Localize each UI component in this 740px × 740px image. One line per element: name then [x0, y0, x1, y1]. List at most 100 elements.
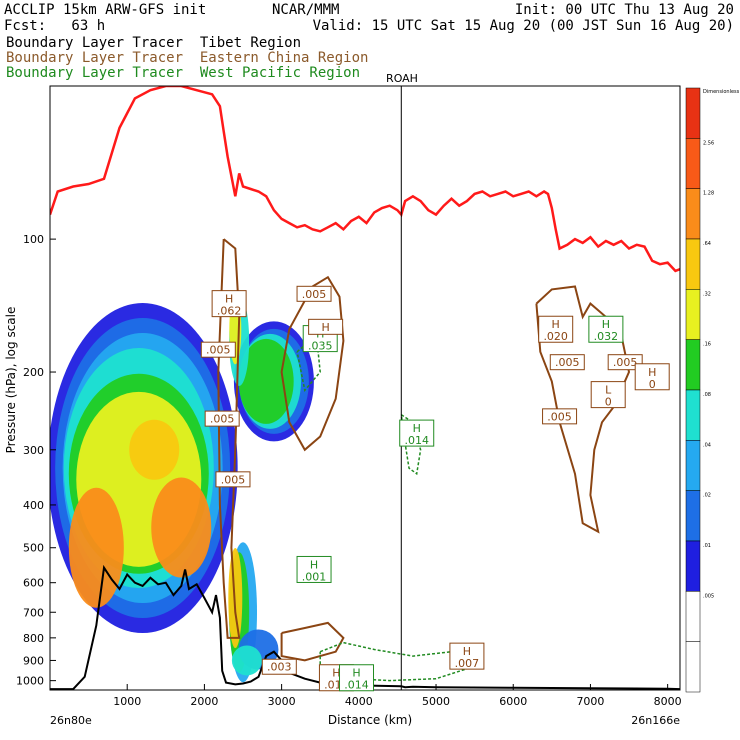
annotation-label: H	[463, 645, 471, 658]
x-tick-label: 1000	[113, 695, 141, 708]
colorbar-swatch	[685, 289, 701, 340]
colorbar-label: 2.56	[703, 140, 714, 146]
annotation-frame	[538, 315, 574, 343]
header-forecast-hour: Fcst: 63 h	[4, 18, 106, 34]
tracer-legend-eastern-china: Boundary Layer Tracer Eastern China Regi…	[6, 50, 369, 66]
annotation-frame	[296, 555, 332, 583]
colorbar-label: Dimensionless	[703, 89, 740, 95]
y-tick-label: 300	[23, 444, 44, 457]
x-tick-label: 8000	[654, 695, 682, 708]
y-tick-label: 100	[23, 233, 44, 246]
marker-label: ROAH	[386, 72, 418, 85]
annotation-frame	[542, 408, 578, 425]
tracer-field-blob	[151, 477, 212, 578]
annotation-box: .005	[607, 354, 643, 371]
annotation-value: .005	[547, 410, 572, 423]
colorbar-swatch	[685, 490, 701, 542]
annotation-frame	[607, 354, 643, 371]
tracer-field-blob	[68, 487, 124, 608]
colorbar-swatch	[685, 540, 701, 592]
left-endpoint-label: 26n80e	[50, 714, 92, 727]
colorbar-label: .32	[703, 291, 711, 297]
annotation-frame	[215, 471, 251, 488]
colorbar-swatch	[685, 238, 701, 290]
y-tick-label: 700	[23, 606, 44, 619]
annotation-value: .003	[267, 661, 292, 674]
header-init-time: Init: 00 UTC Thu 13 Aug 20	[514, 2, 734, 18]
colorbar: Dimensionless 2.56 1.28 .64 .32 .16 .08 .04 .02.…	[685, 87, 740, 693]
header-organization: NCAR/MMM	[272, 2, 340, 18]
annotation-value: H	[321, 321, 329, 334]
annotation-value: .005	[210, 413, 235, 426]
annotation-box: H.001	[296, 555, 332, 583]
annotation-frame	[399, 419, 435, 447]
annotation-frame	[261, 658, 297, 675]
annotation-box: .005	[542, 408, 578, 425]
annotation-box: H.014	[399, 419, 435, 447]
annotation-value: .007	[455, 657, 480, 670]
y-tick-label: 400	[23, 499, 44, 512]
annotation-box: .005	[215, 471, 251, 488]
colorbar-label: .64	[703, 241, 711, 247]
annotation-value: .005	[613, 356, 638, 369]
annotation-box: H.007	[449, 642, 485, 670]
colorbar-swatch	[685, 87, 701, 139]
annotation-value: 0	[649, 378, 656, 391]
annotation-value: .005	[221, 473, 246, 486]
annotation-label: H	[332, 667, 340, 680]
annotation-box: H.032	[588, 315, 624, 343]
annotation-box: L0	[590, 381, 626, 409]
colorbar-label: .005	[703, 593, 714, 599]
colorbar-swatch	[685, 591, 701, 642]
header-model-name: ACCLIP 15km ARW-GFS init	[4, 2, 207, 18]
x-tick-label: 3000	[268, 695, 296, 708]
annotation-label: H	[602, 318, 610, 331]
axis-layer: 1000 2000 3000 4000 5000 6000 7000 800010020030…	[16, 233, 682, 708]
tracer-field-blob	[231, 645, 262, 676]
colorbar-swatch	[685, 389, 701, 441]
annotation-frame	[339, 664, 375, 692]
annotation-value: .005	[555, 356, 580, 369]
colorbar-swatch	[685, 440, 701, 491]
header-valid-time: Valid: 15 UTC Sat 15 Aug 20 (00 JST Sun …	[312, 18, 734, 34]
right-endpoint-label: 26n166e	[631, 714, 680, 727]
colorbar-swatch	[685, 138, 701, 189]
tracer-legend-west-pacific: Boundary Layer Tracer West Pacific Regio…	[6, 65, 361, 81]
annotation-box: H.014	[339, 664, 375, 692]
annotation-frame	[588, 315, 624, 343]
annotation-frame	[590, 381, 626, 409]
annotation-value: .014	[344, 679, 369, 692]
annotation-frame	[549, 354, 585, 371]
annotation-layer: H.062.005.005.005H.035H.005H.014H.001H.0…	[200, 285, 670, 692]
y-axis-title: Pressure (hPa), log scale	[4, 307, 18, 454]
annotation-frame	[308, 318, 344, 335]
annotation-value: .032	[594, 330, 619, 343]
colorbar-label: .04	[703, 442, 711, 448]
annotation-frame	[449, 642, 485, 670]
colorbar-label: .01	[703, 543, 711, 549]
annotation-label: H	[552, 318, 560, 331]
colorbar-swatch	[685, 188, 701, 240]
annotation-frame	[634, 363, 670, 391]
annotation-value: .001	[302, 570, 327, 583]
annotation-box: .005	[549, 354, 585, 371]
annotation-frame	[296, 285, 332, 302]
annotation-label: L	[605, 384, 612, 397]
annotation-frame	[211, 290, 247, 318]
annotation-label: H	[413, 422, 421, 435]
annotation-value: .005	[302, 288, 327, 301]
tracer-legend-tibet: Boundary Layer Tracer Tibet Region	[6, 35, 302, 51]
terrain-line	[50, 564, 680, 690]
tracer-field-blob	[238, 338, 294, 424]
x-tick-label: 5000	[422, 695, 450, 708]
annotation-box: H.020	[538, 315, 574, 343]
annotation-box: H	[308, 318, 344, 335]
annotation-box: H0	[634, 363, 670, 391]
colorbar-swatch	[685, 641, 701, 693]
annotation-label: H	[225, 293, 233, 306]
colorbar-label: 1.28	[703, 191, 714, 197]
colorbar-label: .16	[703, 342, 711, 348]
annotation-box: .005	[296, 285, 332, 302]
annotation-label: H	[310, 558, 318, 571]
